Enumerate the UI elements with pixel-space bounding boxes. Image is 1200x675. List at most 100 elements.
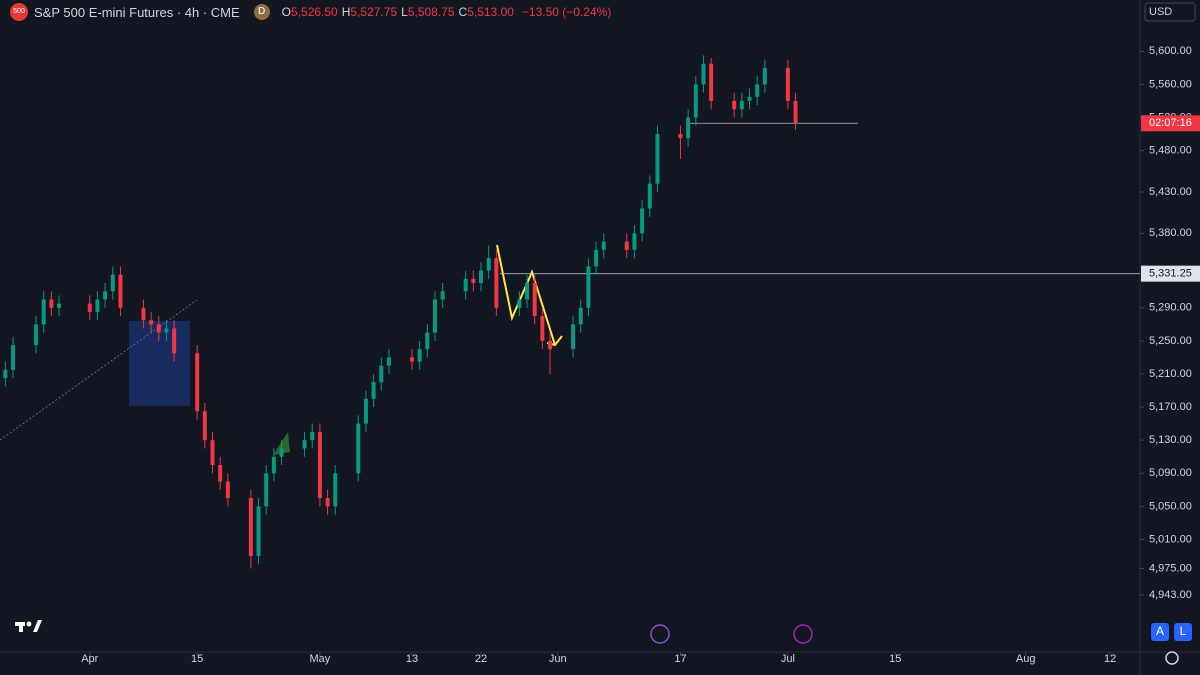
candle-body xyxy=(172,328,177,354)
countdown: 02:07:16 xyxy=(1149,117,1192,129)
candle-body xyxy=(693,84,698,118)
candle-body xyxy=(494,258,499,308)
candle-body xyxy=(34,324,39,346)
candle-body xyxy=(371,382,376,399)
x-tick-label: 12 xyxy=(1104,653,1116,665)
candle-body xyxy=(103,291,108,300)
trend-line xyxy=(0,299,198,441)
settings-icon[interactable] xyxy=(1165,651,1179,665)
x-tick-label: 13 xyxy=(406,653,418,665)
candle-body xyxy=(632,233,637,250)
candle-body xyxy=(548,340,553,350)
candle-body xyxy=(118,274,123,308)
candle-body xyxy=(264,473,269,507)
candle-body xyxy=(379,365,384,383)
candle-body xyxy=(440,291,445,300)
x-tick-label: May xyxy=(310,653,331,665)
tv-logo xyxy=(15,620,42,632)
candle-body xyxy=(386,357,391,366)
candle-body xyxy=(302,440,307,449)
auto-button[interactable] xyxy=(1151,623,1169,641)
candle-body xyxy=(540,316,545,341)
candle-body xyxy=(57,303,62,308)
candle-body xyxy=(785,67,790,101)
candle-body xyxy=(755,84,760,97)
x-tick-label: 22 xyxy=(475,653,487,665)
auto-label: A xyxy=(1156,624,1164,638)
candle-body xyxy=(202,411,207,441)
y-tick-label: 5,560.00 xyxy=(1149,78,1192,90)
plot-bg xyxy=(0,0,1140,652)
ohlc-label: H xyxy=(341,5,351,19)
candle-body xyxy=(333,473,338,507)
candle-body xyxy=(279,448,284,457)
candle-body xyxy=(95,299,100,312)
candle-body xyxy=(271,456,276,474)
event-icon[interactable] xyxy=(650,624,670,644)
y-tick-label: 5,250.00 xyxy=(1149,335,1192,347)
candle-body xyxy=(701,63,706,85)
x-tick-label: Aug xyxy=(1016,653,1036,665)
y-tick-label: 5,010.00 xyxy=(1149,533,1192,545)
candle-body xyxy=(432,299,437,333)
candle-body xyxy=(87,303,92,312)
ohlc-value: 5,508.75 xyxy=(407,5,455,19)
y-tick-label: 5,600.00 xyxy=(1149,45,1192,57)
level-label-box xyxy=(1141,265,1200,282)
x-tick-label: Jun xyxy=(549,653,567,665)
candle-body xyxy=(594,249,599,267)
candle-body xyxy=(793,100,798,124)
candle-body xyxy=(517,299,522,308)
candle-body xyxy=(463,278,468,292)
x-tick-label: Jul xyxy=(781,653,795,665)
candle-body xyxy=(356,423,361,474)
y-tick-label: 5,050.00 xyxy=(1149,500,1192,512)
rectangle-drawing xyxy=(129,321,190,406)
candle-body xyxy=(149,320,154,325)
candle-body xyxy=(640,208,645,234)
candle-body xyxy=(471,278,476,283)
ohlc-value: 5,513.00 xyxy=(467,5,514,19)
log-button[interactable] xyxy=(1174,623,1192,641)
legend-header: 500 S&P 500 E-mini Futures · 4h · CME D … xyxy=(0,0,611,24)
x-tick-label: 15 xyxy=(191,653,203,665)
x-tick-label: 15 xyxy=(889,653,901,665)
candle-body xyxy=(624,241,629,250)
candle-body xyxy=(210,440,215,466)
candle-body xyxy=(317,431,322,499)
candle-body xyxy=(578,307,583,325)
y-tick-label: 5,090.00 xyxy=(1149,467,1192,479)
x-tick-label: 17 xyxy=(674,653,686,665)
candle-body xyxy=(110,274,115,292)
candle-body xyxy=(195,353,200,412)
candle-body xyxy=(525,282,530,300)
log-label: L xyxy=(1180,624,1187,638)
candle-body xyxy=(739,100,744,110)
ohlc: O5,526.50 H5,527.75 L5,508.75 C5,513.00 xyxy=(282,5,518,19)
x-tick-label: Apr xyxy=(81,653,98,665)
y-tick-label: 5,170.00 xyxy=(1149,401,1192,413)
candle-body xyxy=(709,63,714,101)
ohlc-value: 5,527.75 xyxy=(350,5,398,19)
candle-body xyxy=(156,324,161,333)
candle-body xyxy=(686,117,691,139)
candle-body xyxy=(41,299,46,325)
countdown-box xyxy=(1141,115,1200,132)
y-tick-label: 4,943.00 xyxy=(1149,589,1192,601)
candle-body xyxy=(11,345,16,370)
level-label: 5,331.25 xyxy=(1149,268,1192,280)
badge: D xyxy=(253,4,270,20)
candle-body xyxy=(225,481,230,499)
y-tick-label: 5,380.00 xyxy=(1149,227,1192,239)
ohlc-label: O xyxy=(281,5,292,19)
candle-body xyxy=(3,369,8,379)
candle-body xyxy=(49,299,54,308)
currency-box[interactable] xyxy=(1144,2,1196,22)
candle-body xyxy=(417,349,422,362)
symbol-badge: 500 xyxy=(10,3,28,21)
candle-body xyxy=(256,506,261,557)
event-icon[interactable] xyxy=(793,624,813,644)
ohlc-value: 5,526.50 xyxy=(291,5,338,19)
candle-body xyxy=(409,357,414,362)
